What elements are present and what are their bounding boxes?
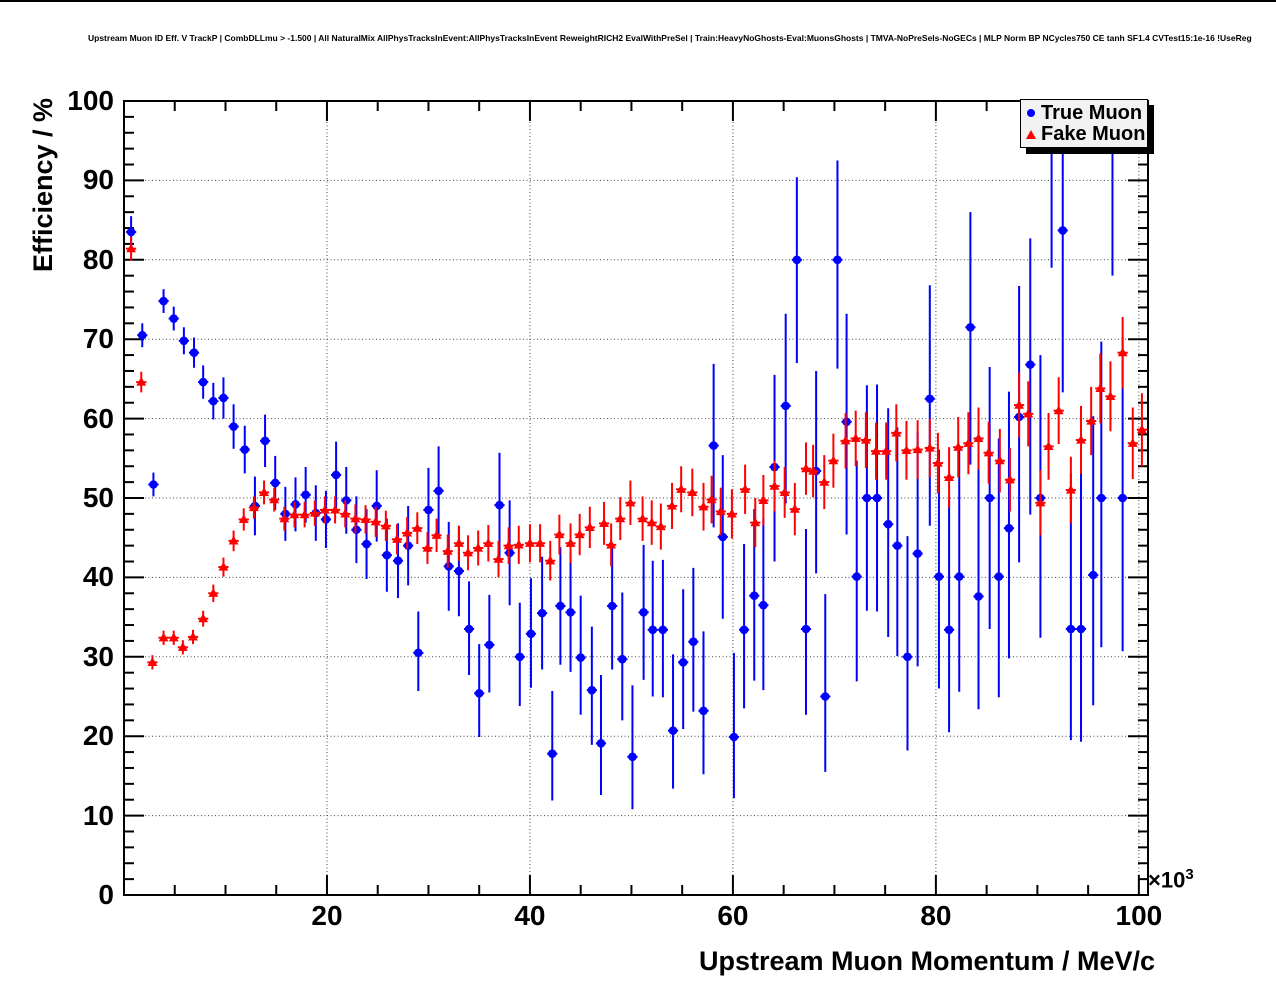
gridlines	[124, 101, 1148, 895]
legend-label-fake-muon: Fake Muon	[1041, 123, 1146, 146]
x-tick-label: 40	[514, 900, 546, 931]
series-fake-muon	[126, 236, 1148, 670]
x-tick-label: 100	[1115, 900, 1163, 931]
legend: True Muon Fake Muon	[1020, 99, 1148, 148]
x-tick-label: 80	[920, 900, 952, 931]
fake-muon-marker-icon	[1021, 129, 1041, 139]
x-axis-title: Upstream Muon Momentum / MeV/c	[698, 946, 1155, 976]
y-tick-label: 30	[82, 640, 114, 672]
y-tick-label: 0	[98, 879, 114, 910]
legend-label-true-muon: True Muon	[1041, 101, 1143, 124]
y-tick-label: 50	[82, 482, 114, 513]
true-muon-marker-icon	[1021, 108, 1041, 117]
canvas-border-top	[0, 0, 1276, 2]
x-axis-power-label: ×103	[1148, 866, 1194, 893]
y-tick-label: 10	[82, 799, 114, 831]
x-tick-label: 60	[717, 900, 749, 931]
y-tick-label: 70	[82, 323, 114, 355]
legend-item-true-muon: True Muon	[1021, 102, 1147, 124]
y-tick-label: 20	[82, 720, 114, 752]
plot-title: Upstream Muon ID Eff. V TrackP | CombDLL…	[88, 33, 1252, 43]
legend-item-fake-muon: Fake Muon	[1021, 124, 1147, 146]
y-tick-label: 40	[82, 561, 114, 593]
y-tick-label: 60	[82, 402, 114, 434]
y-tick-label: 100	[67, 85, 114, 116]
axis-ticks	[124, 101, 1148, 895]
series-true-muon	[126, 101, 1128, 810]
y-tick-label: 90	[82, 164, 114, 196]
x-tick-label: 20	[311, 900, 343, 931]
y-tick-label: 80	[82, 243, 114, 275]
